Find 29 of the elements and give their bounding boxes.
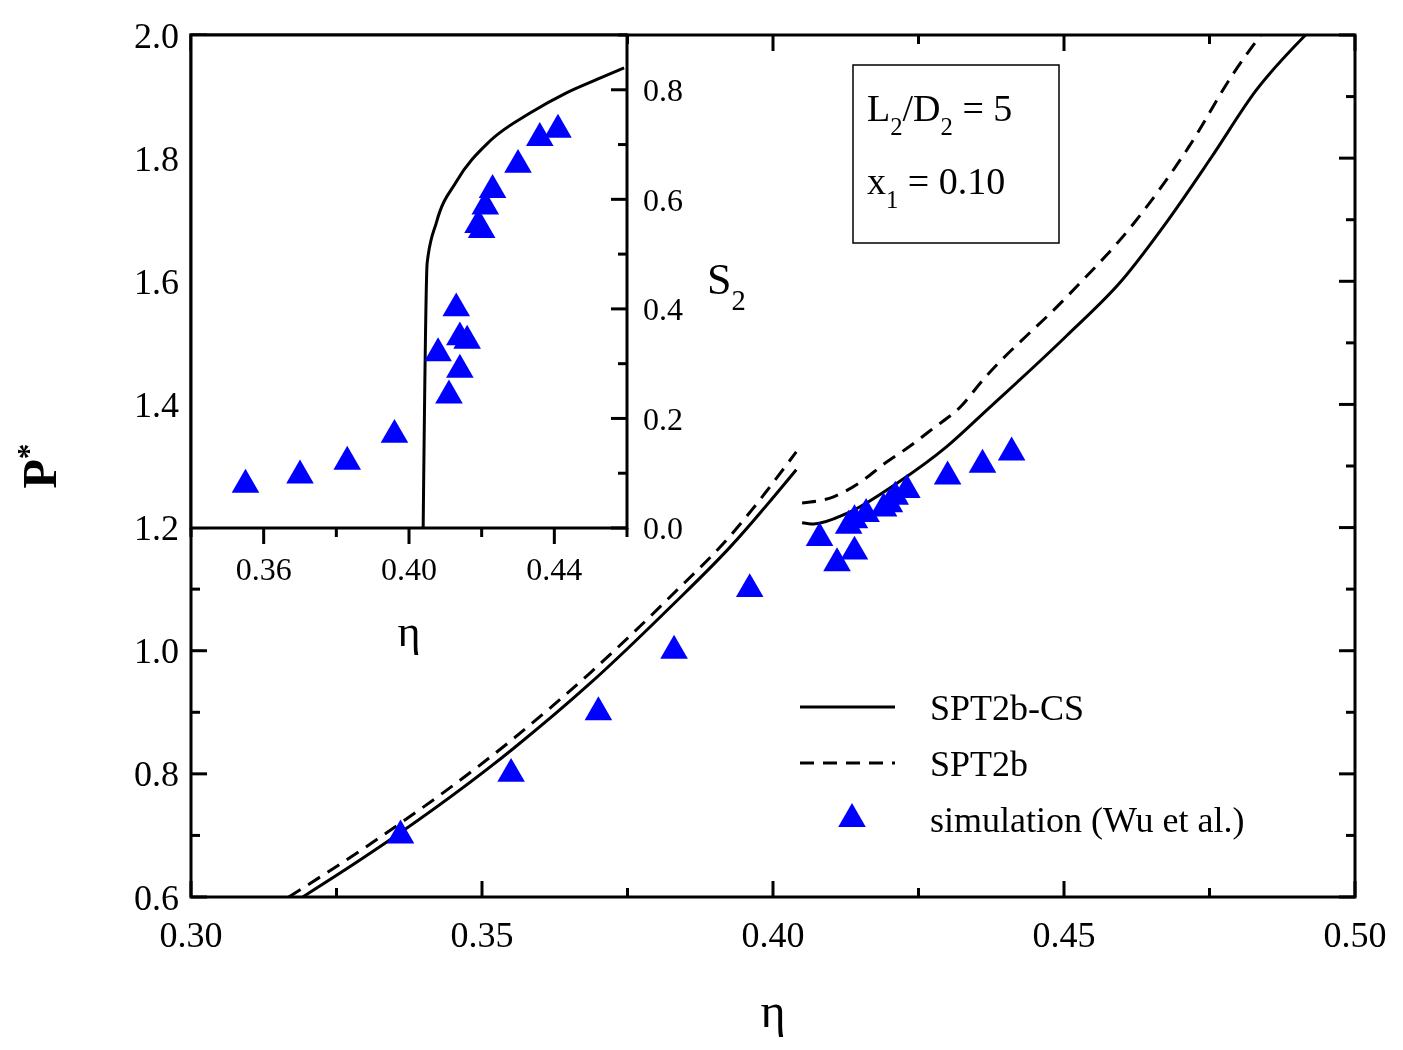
annotation: x$_{1}$ = 0.10	[867, 160, 1006, 213]
y-tick-label: 1.2	[134, 508, 179, 549]
legend-label: SPT2b-CS	[930, 687, 1085, 728]
y2-tick-label: 0.6	[643, 181, 683, 218]
y-tick-label: 1.0	[134, 631, 179, 672]
y-tick-label: 1.6	[134, 261, 179, 302]
y2-tick-label: 0.4	[643, 291, 683, 328]
y2-axis-title: S$_{2}$	[707, 254, 746, 315]
y2-tick-label: 0.2	[643, 400, 683, 437]
x-axis-title: η	[760, 984, 786, 1037]
x-tick-label: 0.50	[1323, 915, 1387, 955]
x-tick-label: 0.36	[235, 551, 292, 587]
y-tick-label: 1.8	[134, 138, 179, 179]
x-tick-label: 0.35	[450, 915, 514, 955]
x-tick-label: 0.30	[159, 915, 223, 955]
legend-label: simulation (Wu et al.)	[930, 799, 1245, 840]
x-tick-label: 0.40	[741, 915, 805, 955]
legend-label: SPT2b	[930, 743, 1029, 784]
y-tick-label: 0.8	[134, 754, 179, 795]
y-tick-label: 0.6	[134, 877, 179, 918]
y-tick-label: 1.4	[134, 385, 179, 426]
x-axis-title: η	[397, 607, 421, 656]
y2-tick-label: 0.0	[643, 510, 683, 547]
x-tick-label: 0.40	[381, 551, 437, 587]
annotation: L$_{2}$/D$_{2}$ = 5	[867, 87, 1013, 140]
y-tick-label: 2.0	[134, 15, 179, 56]
x-tick-label: 0.45	[1032, 915, 1096, 955]
x-tick-label: 0.44	[526, 551, 583, 587]
y2-tick-label: 0.8	[643, 71, 683, 108]
